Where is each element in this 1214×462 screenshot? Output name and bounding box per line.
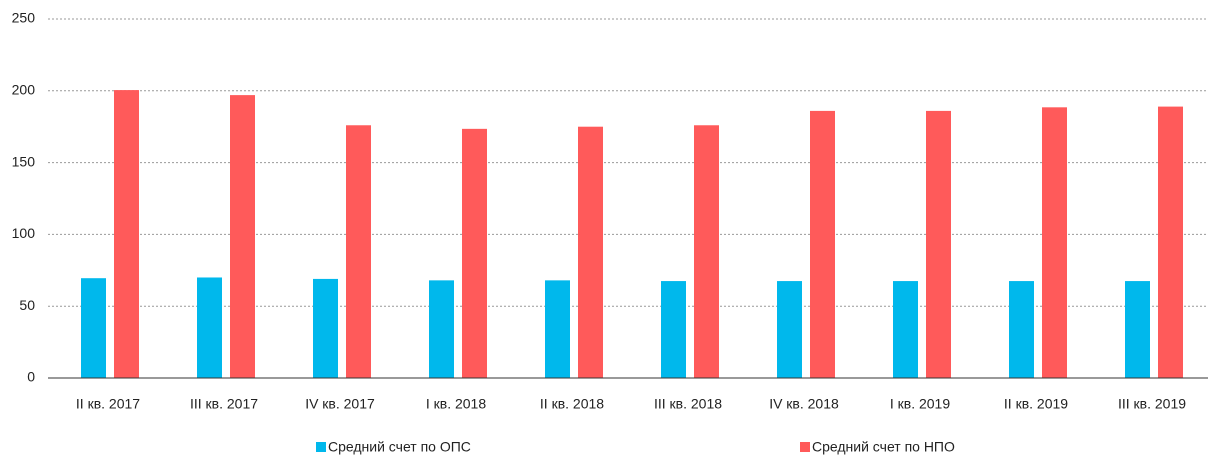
bar — [926, 110, 951, 379]
x-tick-label: III кв. 2019 — [1118, 396, 1186, 412]
bar — [1042, 107, 1067, 379]
bar — [462, 128, 487, 378]
x-tick-label: I кв. 2018 — [426, 396, 486, 412]
bar — [230, 95, 255, 378]
bar — [578, 126, 603, 378]
x-tick-label: II кв. 2017 — [76, 396, 140, 412]
y-tick-label: 100 — [12, 225, 36, 241]
x-tick-label: II кв. 2019 — [1004, 396, 1068, 412]
bar — [81, 278, 106, 378]
bar — [893, 281, 918, 378]
x-tick-label: IV кв. 2017 — [305, 396, 375, 412]
bar — [114, 90, 139, 378]
x-tick-label: III кв. 2018 — [654, 396, 722, 412]
bar — [661, 281, 686, 378]
bar — [197, 277, 222, 378]
legend-label: Средний счет по ОПС — [328, 439, 471, 455]
bar — [777, 281, 802, 378]
bar — [694, 125, 719, 378]
x-tick-label: IV кв. 2018 — [769, 396, 839, 412]
bar — [810, 110, 835, 379]
x-tick-label: II кв. 2018 — [540, 396, 604, 412]
bar — [429, 280, 454, 378]
bar — [1125, 281, 1150, 378]
y-tick-label: 0 — [27, 369, 35, 385]
bar — [313, 278, 338, 378]
legend-swatch — [316, 442, 326, 452]
bar — [346, 125, 371, 378]
x-tick-label: III кв. 2017 — [190, 396, 258, 412]
y-tick-label: 150 — [12, 153, 36, 169]
legend-swatch — [800, 442, 810, 452]
y-tick-label: 250 — [12, 10, 36, 26]
y-tick-label: 200 — [12, 82, 36, 98]
bar — [1009, 281, 1034, 378]
bar — [1158, 106, 1183, 378]
bar — [545, 280, 570, 378]
x-tick-label: I кв. 2019 — [890, 396, 950, 412]
y-tick-label: 50 — [19, 297, 35, 313]
legend-label: Средний счет по НПО — [812, 439, 955, 455]
